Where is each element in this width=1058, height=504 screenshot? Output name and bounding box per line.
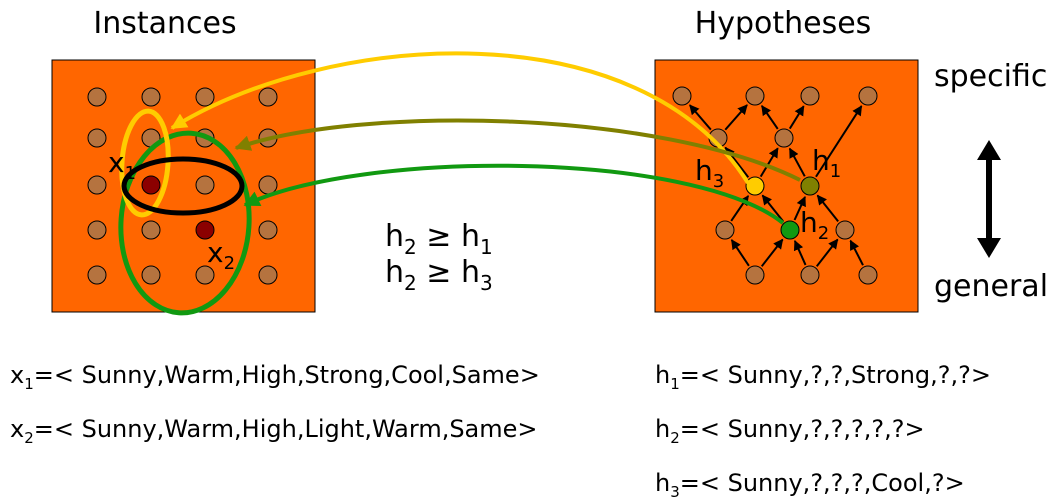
generality-double-arrow	[977, 140, 1001, 258]
instance-dot	[258, 220, 278, 240]
hypothesis-dot	[715, 220, 735, 240]
relation-h2-h3: h2 ≥ h3	[385, 255, 493, 295]
instance-dot	[195, 175, 215, 195]
instance-dot	[87, 128, 107, 148]
lattice-edge	[793, 240, 807, 266]
h2-label: h2	[800, 206, 829, 244]
h1-region-ellipse	[121, 156, 245, 216]
instance-dot	[87, 87, 107, 107]
instance-dot	[141, 87, 161, 107]
lattice-edge	[849, 239, 864, 266]
instances-title: Instances	[93, 6, 236, 41]
lattice-edge	[816, 194, 839, 223]
hypothesis-dot	[858, 86, 878, 106]
instance-dot	[87, 265, 107, 285]
hypothesis-dot	[858, 265, 878, 285]
instance-dot	[87, 220, 107, 240]
hypothesis-dot	[800, 265, 820, 285]
instance-dot	[195, 265, 215, 285]
hypothesis-dot	[745, 265, 765, 285]
instance-dot	[141, 220, 161, 240]
lattice-edge	[724, 104, 748, 131]
hypothesis-dot	[774, 128, 794, 148]
x1-definition: x1=< Sunny,Warm,High,Strong,Cool,Same>	[10, 361, 540, 393]
h1-label: h1	[812, 144, 841, 182]
hypothesis-dot	[800, 86, 820, 106]
hypothesis-h2-dot	[780, 220, 800, 240]
lattice-edge	[788, 147, 806, 177]
instance-x1-dot	[141, 175, 161, 195]
relation-h2-h1: h2 ≥ h1	[385, 219, 493, 259]
h2-definition: h2=< Sunny,?,?,?,?,?>	[655, 415, 925, 447]
h2-region-ellipse	[118, 130, 252, 316]
hypothesis-dot	[745, 86, 765, 106]
lattice-edge	[760, 105, 779, 130]
hypothesis-h1-dot	[800, 176, 820, 196]
h3-mapping-arrow	[170, 51, 750, 185]
instance-dot	[87, 175, 107, 195]
h1-definition: h1=< Sunny,?,?,Strong,?,?>	[655, 361, 991, 393]
lattice-edge	[793, 196, 806, 221]
lattice-edge	[761, 194, 784, 223]
x1-label: x1	[108, 146, 136, 184]
h1-mapping-arrow	[234, 118, 801, 182]
instance-dot	[258, 87, 278, 107]
hypothesis-dot	[835, 220, 855, 240]
hypothesis-h3-dot	[745, 176, 765, 196]
lattice-edge	[730, 239, 750, 267]
h3-region-ellipse	[119, 108, 171, 218]
hypothesis-dots	[672, 86, 878, 285]
lattice-edge	[759, 147, 779, 178]
lattice-edge	[815, 238, 839, 267]
specific-label: specific	[934, 59, 1047, 94]
lattice-edge	[815, 105, 863, 178]
instance-x2-dot	[195, 220, 215, 240]
lattice-edge	[689, 104, 712, 131]
hypothesis-dot	[672, 86, 692, 106]
x2-definition: x2=< Sunny,Warm,High,Light,Warm,Same>	[10, 415, 538, 447]
h3-definition: h3=< Sunny,?,?,?,Cool,?>	[655, 469, 965, 501]
h2-mapping-arrow	[243, 163, 785, 225]
instance-dot	[141, 265, 161, 285]
x2-label: x2	[207, 236, 235, 274]
instance-dot	[258, 265, 278, 285]
h3-label: h3	[695, 154, 724, 192]
general-label: general	[934, 269, 1048, 304]
instance-dot	[258, 175, 278, 195]
lattice-edge	[760, 238, 784, 267]
hypotheses-title: Hypotheses	[695, 6, 872, 41]
instance-dot	[195, 87, 215, 107]
lattice-edge	[788, 105, 805, 130]
